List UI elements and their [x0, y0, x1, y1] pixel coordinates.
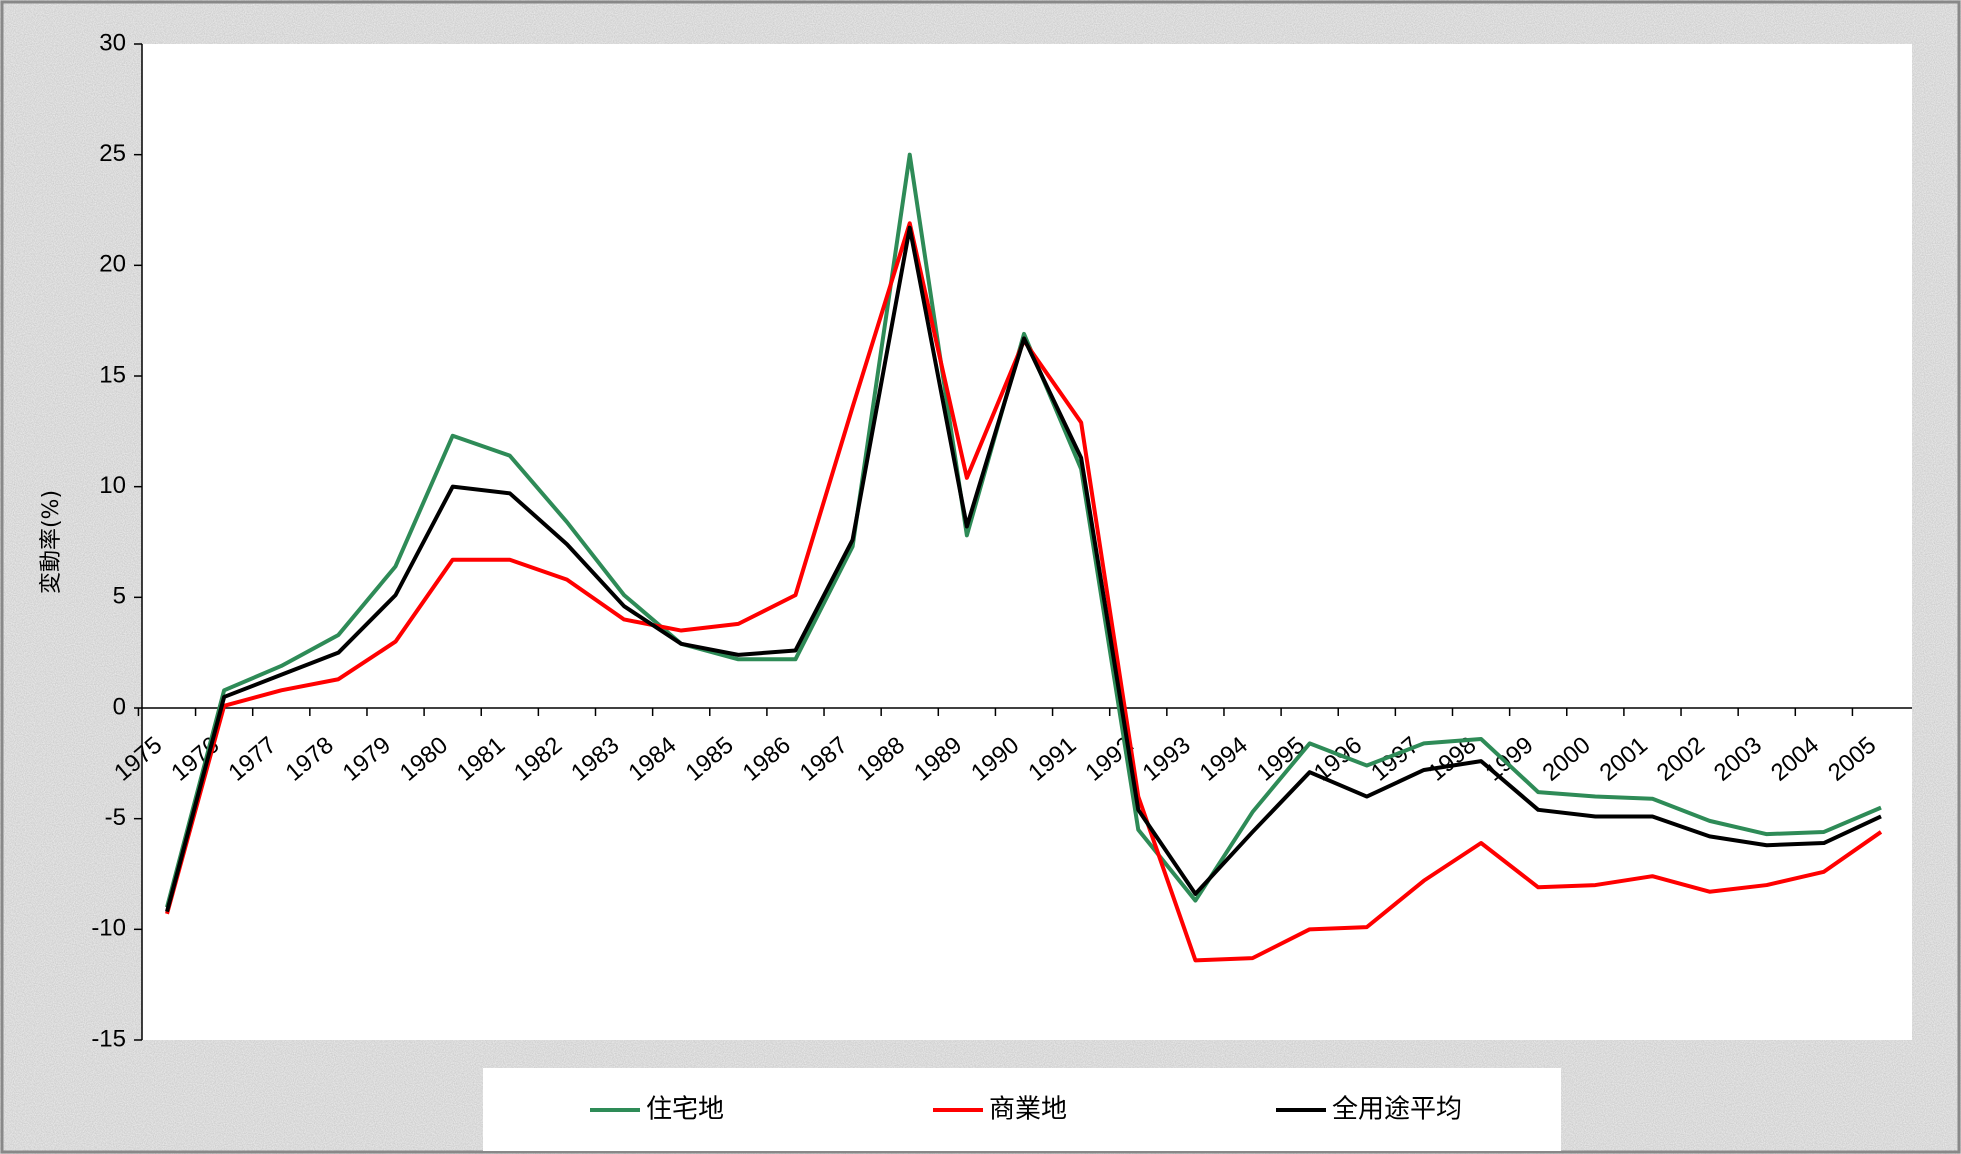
y-tick-label: 30 — [99, 29, 126, 56]
y-tick-label: 15 — [99, 361, 126, 388]
legend-label: 商業地 — [989, 1095, 1067, 1125]
y-tick-label: -15 — [91, 1025, 126, 1052]
legend — [483, 1068, 1561, 1151]
y-tick-label: -10 — [91, 915, 126, 942]
y-tick-label: 20 — [99, 251, 126, 278]
y-tick-label: 25 — [99, 140, 126, 167]
legend-label: 全用途平均 — [1332, 1095, 1462, 1125]
y-tick-label: 0 — [113, 693, 126, 720]
legend-label: 住宅地 — [646, 1095, 724, 1125]
plot-area — [142, 44, 1912, 1040]
y-axis-label: 変動率(%) — [39, 490, 64, 594]
y-tick-label: 5 — [113, 583, 126, 610]
series-line — [165, 152, 1882, 908]
y-tick-label: -5 — [105, 804, 126, 831]
y-tick-label: 10 — [99, 472, 126, 499]
series-line — [165, 225, 1882, 913]
